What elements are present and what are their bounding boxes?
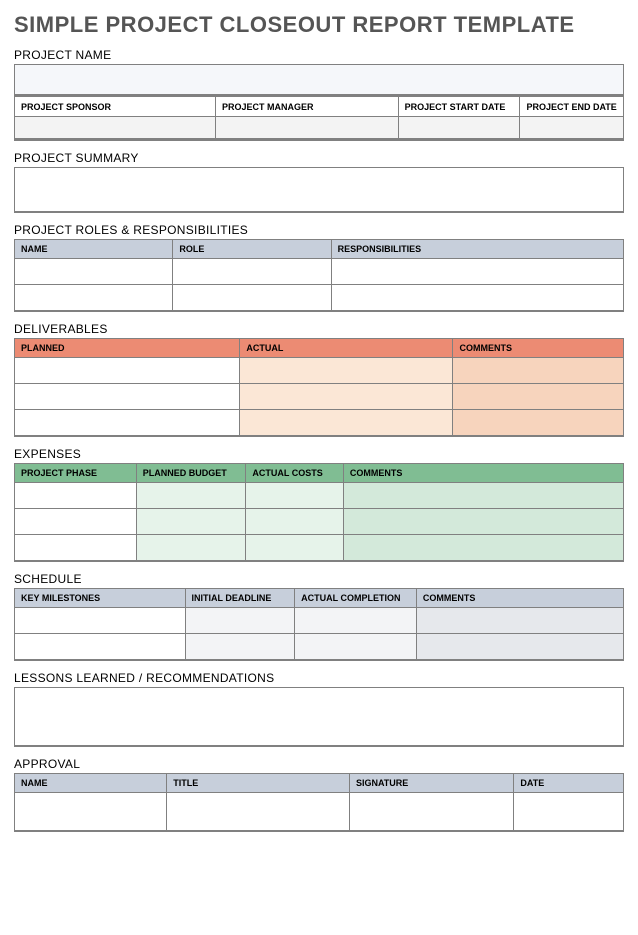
project-name-label: PROJECT NAME <box>14 48 624 62</box>
deliverables-table: PLANNED ACTUAL COMMENTS <box>14 338 624 436</box>
sched-comments-input[interactable] <box>416 608 623 634</box>
appr-col-signature: SIGNATURE <box>349 774 513 793</box>
roles-role-input[interactable] <box>173 259 331 285</box>
page-title: SIMPLE PROJECT CLOSEOUT REPORT TEMPLATE <box>14 12 624 38</box>
sched-milestones-input[interactable] <box>15 608 186 634</box>
roles-role-input[interactable] <box>173 285 331 311</box>
deliv-col-actual: ACTUAL <box>240 339 453 358</box>
roles-resp-input[interactable] <box>331 285 623 311</box>
deliv-comments-input[interactable] <box>453 384 624 410</box>
table-row <box>15 634 624 660</box>
exp-comments-input[interactable] <box>343 483 623 509</box>
project-name-input[interactable] <box>14 64 624 96</box>
appr-name-input[interactable] <box>15 793 167 831</box>
deliv-planned-input[interactable] <box>15 410 240 436</box>
summary-input[interactable] <box>14 167 624 213</box>
deliv-col-planned: PLANNED <box>15 339 240 358</box>
start-date-input[interactable] <box>398 117 520 139</box>
meta-table: PROJECT SPONSOR PROJECT MANAGER PROJECT … <box>14 96 624 139</box>
deliv-actual-input[interactable] <box>240 358 453 384</box>
sched-milestones-input[interactable] <box>15 634 186 660</box>
appr-title-input[interactable] <box>167 793 350 831</box>
table-row <box>15 608 624 634</box>
manager-label: PROJECT MANAGER <box>215 97 398 117</box>
approval-table: NAME TITLE SIGNATURE DATE <box>14 773 624 831</box>
deliv-planned-input[interactable] <box>15 384 240 410</box>
end-date-input[interactable] <box>520 117 624 139</box>
start-date-label: PROJECT START DATE <box>398 97 520 117</box>
sched-col-milestones: KEY MILESTONES <box>15 589 186 608</box>
schedule-table: KEY MILESTONES INITIAL DEADLINE ACTUAL C… <box>14 588 624 660</box>
sched-col-comments: COMMENTS <box>416 589 623 608</box>
roles-col-resp: RESPONSIBILITIES <box>331 240 623 259</box>
roles-resp-input[interactable] <box>331 259 623 285</box>
exp-actual-input[interactable] <box>246 483 343 509</box>
table-row <box>15 509 624 535</box>
sched-actual-input[interactable] <box>295 634 417 660</box>
appr-col-date: DATE <box>514 774 624 793</box>
exp-comments-input[interactable] <box>343 509 623 535</box>
roles-name-input[interactable] <box>15 285 173 311</box>
appr-date-input[interactable] <box>514 793 624 831</box>
sched-col-actual: ACTUAL COMPLETION <box>295 589 417 608</box>
exp-col-planned: PLANNED BUDGET <box>136 464 246 483</box>
exp-comments-input[interactable] <box>343 535 623 561</box>
sched-initial-input[interactable] <box>185 608 295 634</box>
summary-label: PROJECT SUMMARY <box>14 151 624 165</box>
appr-col-name: NAME <box>15 774 167 793</box>
expenses-table: PROJECT PHASE PLANNED BUDGET ACTUAL COST… <box>14 463 624 561</box>
roles-table: NAME ROLE RESPONSIBILITIES <box>14 239 624 311</box>
sponsor-input[interactable] <box>15 117 216 139</box>
exp-actual-input[interactable] <box>246 535 343 561</box>
lessons-input[interactable] <box>14 687 624 747</box>
end-date-label: PROJECT END DATE <box>520 97 624 117</box>
lessons-label: LESSONS LEARNED / RECOMMENDATIONS <box>14 671 624 685</box>
exp-planned-input[interactable] <box>136 509 246 535</box>
exp-phase-input[interactable] <box>15 535 137 561</box>
roles-col-name: NAME <box>15 240 173 259</box>
table-row <box>15 535 624 561</box>
roles-col-role: ROLE <box>173 240 331 259</box>
deliv-actual-input[interactable] <box>240 384 453 410</box>
exp-phase-input[interactable] <box>15 509 137 535</box>
table-row <box>15 285 624 311</box>
manager-input[interactable] <box>215 117 398 139</box>
table-row <box>15 259 624 285</box>
sched-comments-input[interactable] <box>416 634 623 660</box>
table-row <box>15 358 624 384</box>
table-row <box>15 410 624 436</box>
appr-col-title: TITLE <box>167 774 350 793</box>
exp-planned-input[interactable] <box>136 483 246 509</box>
exp-col-phase: PROJECT PHASE <box>15 464 137 483</box>
sched-initial-input[interactable] <box>185 634 295 660</box>
exp-col-comments: COMMENTS <box>343 464 623 483</box>
deliverables-label: DELIVERABLES <box>14 322 624 336</box>
sched-col-initial: INITIAL DEADLINE <box>185 589 295 608</box>
sponsor-label: PROJECT SPONSOR <box>15 97 216 117</box>
deliv-comments-input[interactable] <box>453 358 624 384</box>
exp-planned-input[interactable] <box>136 535 246 561</box>
table-row <box>15 483 624 509</box>
expenses-label: EXPENSES <box>14 447 624 461</box>
roles-label: PROJECT ROLES & RESPONSIBILITIES <box>14 223 624 237</box>
appr-signature-input[interactable] <box>349 793 513 831</box>
approval-label: APPROVAL <box>14 757 624 771</box>
sched-actual-input[interactable] <box>295 608 417 634</box>
exp-actual-input[interactable] <box>246 509 343 535</box>
deliv-planned-input[interactable] <box>15 358 240 384</box>
deliv-comments-input[interactable] <box>453 410 624 436</box>
schedule-label: SCHEDULE <box>14 572 624 586</box>
exp-col-actual: ACTUAL COSTS <box>246 464 343 483</box>
table-row <box>15 793 624 831</box>
roles-name-input[interactable] <box>15 259 173 285</box>
exp-phase-input[interactable] <box>15 483 137 509</box>
table-row <box>15 384 624 410</box>
deliv-actual-input[interactable] <box>240 410 453 436</box>
deliv-col-comments: COMMENTS <box>453 339 624 358</box>
